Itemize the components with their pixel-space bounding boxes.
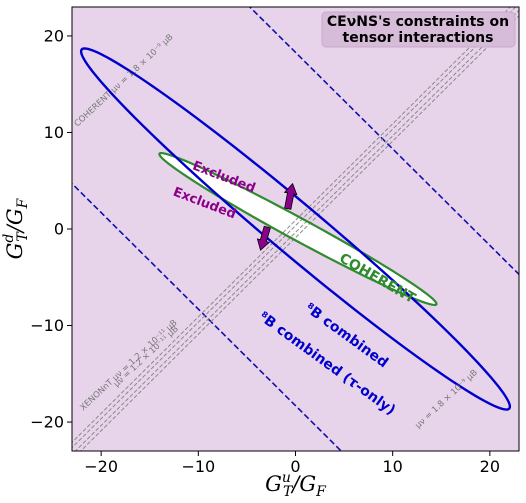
title-box: CEνNS's constraints on tensor interactio…	[322, 12, 515, 47]
y-tick-label-4: 20	[44, 26, 64, 45]
x-axis-label-base: G	[265, 472, 282, 496]
y-axis-label-rest: /G	[3, 208, 27, 234]
y-tick-label-1: −10	[30, 316, 64, 335]
x-tick-label-3: 10	[382, 457, 402, 476]
y-tick-label-0: −20	[30, 413, 64, 432]
x-tick-label-1: −10	[181, 457, 215, 476]
x-axis-label-rest-sub: F	[315, 484, 327, 500]
chart-title-line-1: CEνNS's constraints on	[327, 14, 509, 30]
y-tick-label-3: 10	[44, 123, 64, 142]
x-axis-label-rest: /G	[290, 472, 316, 496]
x-tick-label-0: −20	[84, 457, 118, 476]
y-axis-label-group: GdT/GF	[1, 197, 31, 259]
y-axis-label: GdT/GF	[1, 197, 31, 259]
y-tick-label-2: 0	[54, 220, 64, 239]
y-axis-label-base: G	[3, 243, 27, 260]
x-tick-label-4: 20	[480, 457, 500, 476]
chart-title-line-2: tensor interactions	[343, 30, 494, 46]
y-axis-ticks: −20 −10 0 10 20	[30, 26, 72, 431]
x-axis-label: Gu T/GF	[265, 470, 327, 500]
y-axis-label-rest-sub: F	[15, 197, 31, 209]
